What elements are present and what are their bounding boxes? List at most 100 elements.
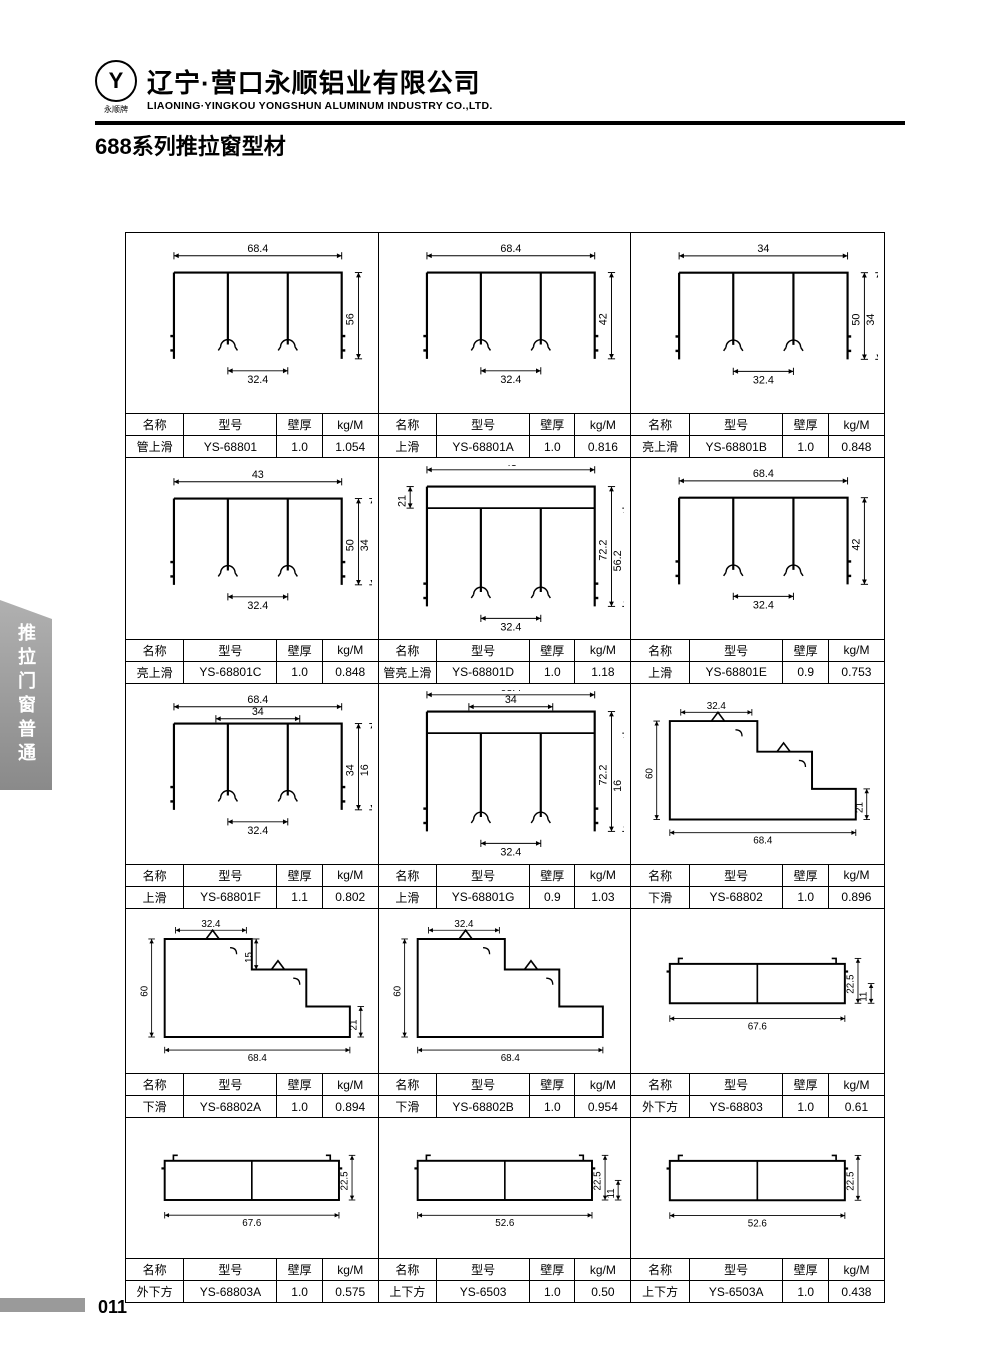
svg-text:34: 34: [345, 764, 357, 776]
spec-table: 名称 型号 壁厚 kg/M 管上滑 YS-68801 1.0 1.054: [126, 413, 378, 457]
svg-text:34: 34: [758, 243, 770, 255]
td-kgm: 0.894: [322, 1096, 377, 1118]
td-name: 下滑: [126, 1096, 184, 1118]
svg-text:68.4: 68.4: [754, 836, 774, 847]
td-wall: 1.0: [530, 661, 575, 683]
spec-table: 名称 型号 壁厚 kg/M 下滑 YS-68802B 1.0 0.954: [379, 1073, 631, 1117]
svg-text:52.6: 52.6: [748, 1218, 768, 1229]
td-kgm: 1.03: [575, 886, 630, 908]
page-bar: [0, 1298, 85, 1312]
td-name: 亮上滑: [631, 436, 689, 458]
catalog-cell: 34 32.4 50 34 名称 型号 壁厚 kg/M 亮上滑 YS-68801…: [631, 233, 884, 458]
td-wall: 1.0: [277, 1281, 322, 1303]
th-name: 名称: [631, 414, 689, 436]
catalog-cell: 68.4 32.4 42 名称 型号 壁厚 kg/M 上滑 YS-68801E …: [631, 458, 884, 683]
td-kgm: 0.61: [828, 1096, 884, 1118]
th-name: 名称: [126, 414, 184, 436]
logo: Y 永顺牌: [95, 60, 137, 115]
spec-table: 名称 型号 壁厚 kg/M 下滑 YS-68802 1.0 0.896: [631, 864, 884, 908]
catalog-cell: 67.6 22.5 11 名称 型号 壁厚 kg/M 外下方 YS-68803 …: [631, 909, 884, 1119]
td-wall: 0.9: [783, 661, 828, 683]
svg-text:22.5: 22.5: [592, 1171, 603, 1191]
td-kgm: 0.816: [575, 436, 630, 458]
svg-text:68.4: 68.4: [500, 1053, 520, 1064]
th-model: 型号: [689, 1259, 782, 1281]
th-kgm: kg/M: [828, 639, 884, 661]
td-kgm: 0.896: [828, 886, 884, 908]
spec-table: 名称 型号 壁厚 kg/M 上滑 YS-68801E 0.9 0.753: [631, 639, 884, 683]
spec-table: 名称 型号 壁厚 kg/M 外下方 YS-68803A 1.0 0.575: [126, 1258, 378, 1302]
th-name: 名称: [631, 1259, 689, 1281]
td-model: YS-68803: [689, 1096, 782, 1118]
spec-table: 名称 型号 壁厚 kg/M 外下方 YS-68803 1.0 0.61: [631, 1073, 884, 1117]
td-model: YS-68801: [184, 436, 277, 458]
logo-row: Y 永顺牌 辽宁·营口永顺铝业有限公司 LIAONING·YINGKOU YON…: [95, 60, 1000, 115]
th-kgm: kg/M: [828, 414, 884, 436]
svg-text:32.4: 32.4: [500, 621, 521, 632]
catalog-cell: 68.4 32.4 56 名称 型号 壁厚 kg/M 管上滑 YS-68801 …: [126, 233, 379, 458]
svg-text:16: 16: [359, 764, 371, 776]
profile-drawing: 67.6 22.5: [126, 1118, 378, 1258]
td-model: YS-68801G: [437, 886, 530, 908]
profile-drawing: 34 32.4 50 34: [631, 233, 884, 413]
logo-icon: Y: [95, 60, 137, 102]
svg-text:32.4: 32.4: [454, 919, 474, 930]
profile-drawing: 68.4 34 32.4 72.2 16: [379, 684, 631, 864]
profile-drawing: 32.4 68.4 60 21: [631, 684, 884, 864]
svg-text:50: 50: [345, 539, 357, 551]
th-model: 型号: [689, 414, 782, 436]
svg-text:15: 15: [244, 951, 255, 962]
td-kgm: 0.954: [575, 1096, 630, 1118]
td-wall: 0.9: [530, 886, 575, 908]
td-model: YS-68802A: [184, 1096, 277, 1118]
td-name: 管亮上滑: [379, 661, 437, 683]
th-kgm: kg/M: [322, 1074, 377, 1096]
svg-text:43: 43: [504, 465, 516, 469]
th-model: 型号: [437, 639, 530, 661]
th-wall: 壁厚: [783, 639, 828, 661]
spec-table: 名称 型号 壁厚 kg/M 上滑 YS-68801G 0.9 1.03: [379, 864, 631, 908]
th-model: 型号: [437, 414, 530, 436]
th-kgm: kg/M: [828, 1259, 884, 1281]
catalog-cell: 43 32.4 72.2 56.2 21 名称 型号 壁厚 kg/M 管亮上滑 …: [379, 458, 632, 683]
th-kgm: kg/M: [575, 639, 630, 661]
th-wall: 壁厚: [783, 864, 828, 886]
profile-drawing: 32.4 68.4 60: [379, 909, 631, 1074]
td-wall: 1.0: [277, 661, 322, 683]
th-wall: 壁厚: [277, 639, 322, 661]
svg-text:32.4: 32.4: [247, 374, 268, 386]
td-kgm: 0.575: [322, 1281, 377, 1303]
th-wall: 壁厚: [783, 1259, 828, 1281]
catalog-cell: 67.6 22.5 名称 型号 壁厚 kg/M 外下方 YS-68803A 1.…: [126, 1118, 379, 1302]
catalog-grid: 68.4 32.4 56 名称 型号 壁厚 kg/M 管上滑 YS-68801 …: [125, 232, 885, 1303]
svg-text:32.4: 32.4: [247, 825, 268, 837]
svg-text:32.4: 32.4: [500, 846, 521, 857]
header: Y 永顺牌 辽宁·营口永顺铝业有限公司 LIAONING·YINGKOU YON…: [0, 0, 1000, 161]
catalog-cell: 52.6 22.5 11 名称 型号 壁厚 kg/M 上下方 YS-6503 1…: [379, 1118, 632, 1302]
th-wall: 壁厚: [277, 414, 322, 436]
th-model: 型号: [437, 1074, 530, 1096]
th-model: 型号: [437, 1259, 530, 1281]
svg-text:22.5: 22.5: [846, 974, 857, 994]
td-name: 管上滑: [126, 436, 184, 458]
logo-subtext: 永顺牌: [95, 104, 137, 115]
td-model: YS-68801B: [689, 436, 782, 458]
td-wall: 1.0: [783, 886, 828, 908]
svg-text:68.4: 68.4: [247, 694, 268, 706]
spec-table: 名称 型号 壁厚 kg/M 上下方 YS-6503A 1.0 0.438: [631, 1258, 884, 1302]
th-wall: 壁厚: [530, 1074, 575, 1096]
td-kgm: 0.50: [575, 1281, 630, 1303]
spec-table: 名称 型号 壁厚 kg/M 亮上滑 YS-68801C 1.0 0.848: [126, 639, 378, 683]
th-name: 名称: [126, 1259, 184, 1281]
th-wall: 壁厚: [530, 414, 575, 436]
side-tab-label: 推拉门窗普通: [13, 623, 39, 767]
td-wall: 1.0: [277, 1096, 322, 1118]
svg-text:34: 34: [504, 694, 516, 706]
th-name: 名称: [379, 1074, 437, 1096]
td-name: 上滑: [631, 661, 689, 683]
th-name: 名称: [631, 1074, 689, 1096]
catalog-cell: 68.4 34 32.4 34 16 名称 型号 壁厚 kg/M 上滑 YS-6…: [126, 684, 379, 909]
profile-drawing: 68.4 34 32.4 34 16: [126, 684, 378, 864]
svg-text:42: 42: [597, 314, 609, 326]
catalog-cell: 32.4 68.4 60 21 名称 型号 壁厚 kg/M 下滑 YS-6880…: [631, 684, 884, 909]
